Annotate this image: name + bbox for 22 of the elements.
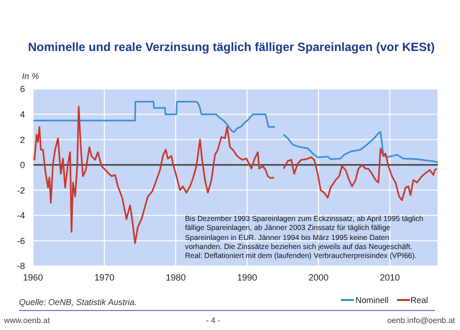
chart-title: Nominelle und reale Verzinsung täglich fälliger Spareinlagen (vor KESt) — [28, 40, 435, 54]
text: www.oenb.at — [4, 316, 50, 325]
y-tick-label: -2 — [16, 185, 25, 196]
legend-label: Nominell — [355, 295, 389, 305]
legend-label: Real — [410, 295, 428, 305]
x-tick-label: 1990 — [237, 272, 258, 282]
y-tick-label: 6 — [20, 84, 25, 94]
source-note: Quelle: OeNB, Statistik Austria. — [19, 297, 137, 307]
y-tick-label: -4 — [16, 210, 25, 221]
x-tick-label: 1980 — [166, 272, 186, 282]
text: oenb.info@oenb.at — [387, 316, 455, 325]
y-tick-label: 4 — [20, 109, 25, 120]
y-axis-title: In % — [22, 71, 40, 81]
y-tick-label: 0 — [20, 160, 25, 170]
x-tick-label: 2010 — [380, 272, 400, 282]
y-tick-label: -8 — [16, 261, 25, 272]
x-tick-label: 2000 — [308, 272, 328, 282]
text: - 4 - — [206, 316, 220, 325]
y-tick-label: -6 — [16, 236, 25, 246]
x-tick-label: 1970 — [94, 272, 114, 282]
x-tick-label: 1960 — [22, 272, 44, 282]
y-tick-label: 2 — [20, 134, 25, 145]
